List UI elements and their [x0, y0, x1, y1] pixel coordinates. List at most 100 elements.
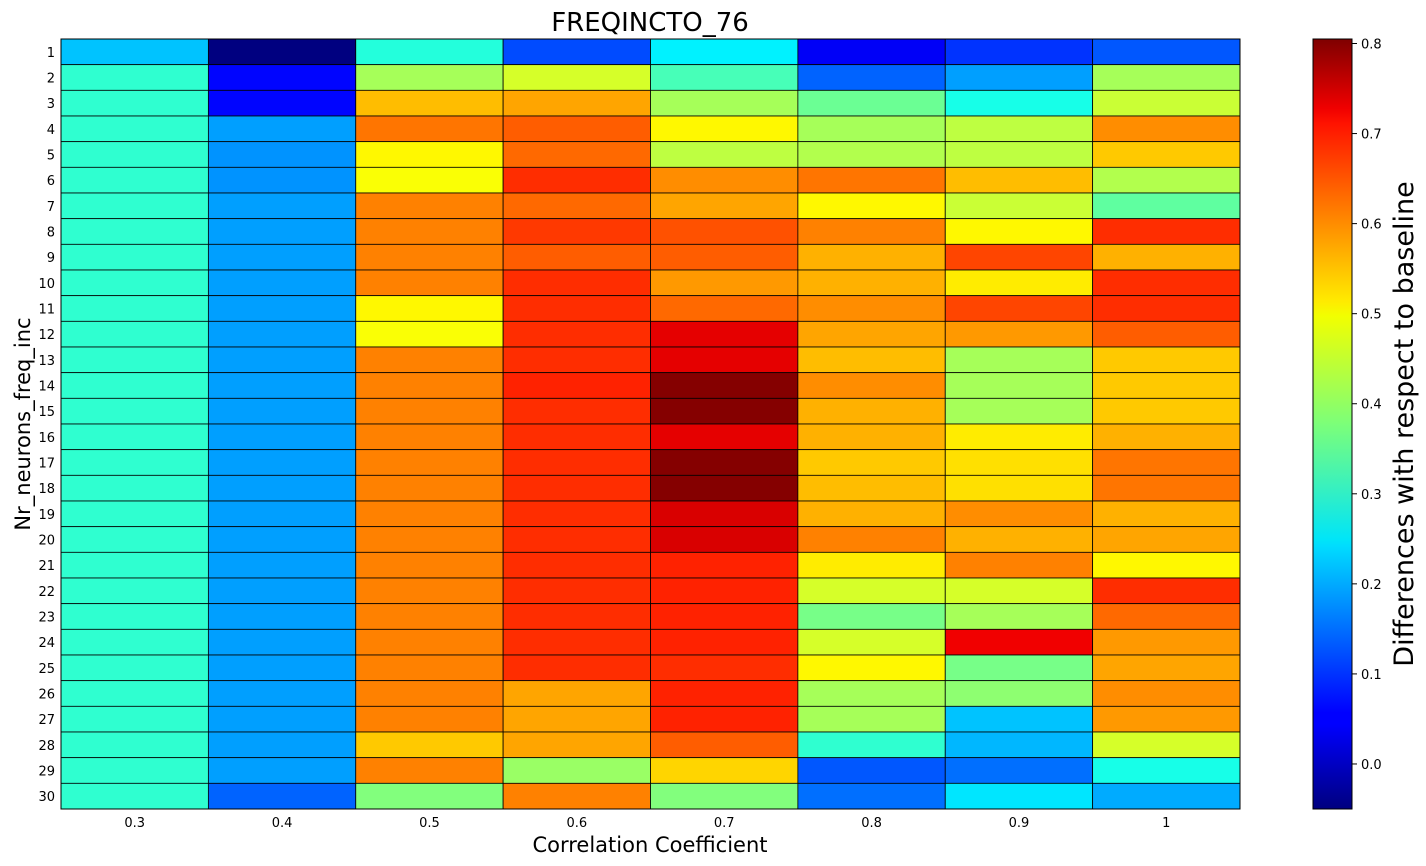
y-tick-label: 6	[47, 174, 55, 189]
heatmap-cell	[1092, 474, 1241, 502]
heatmap-cell	[797, 38, 946, 66]
heatmap-cell	[355, 705, 504, 733]
heatmap-cell	[60, 654, 209, 682]
heatmap-cell	[944, 423, 1094, 451]
heatmap-cell	[502, 243, 651, 271]
heatmap-cell	[60, 346, 209, 374]
heatmap-cell	[207, 500, 357, 528]
heatmap-cell	[355, 89, 504, 117]
heatmap-cell	[355, 269, 504, 297]
heatmap-cell	[60, 500, 209, 528]
heatmap-cell	[650, 320, 799, 348]
heatmap-cell	[207, 141, 357, 168]
heatmap-cell	[797, 372, 946, 399]
heatmap-cell	[797, 449, 946, 476]
x-tick-label: 0.7	[714, 816, 735, 831]
heatmap-cell	[355, 38, 504, 66]
y-tick-label: 16	[38, 431, 55, 446]
heatmap-cell	[60, 474, 209, 502]
heatmap-cell	[502, 372, 651, 399]
heatmap-cell	[355, 346, 504, 374]
heatmap-cell	[355, 192, 504, 220]
heatmap-cell	[60, 372, 209, 399]
heatmap-cell	[797, 474, 946, 502]
heatmap-cell	[355, 218, 504, 245]
heatmap-cell	[650, 628, 799, 656]
heatmap-cell	[650, 218, 799, 245]
heatmap-cell	[60, 218, 209, 245]
heatmap-cell	[355, 782, 504, 810]
x-tick-labels: 0.3 0.4 0.5 0.6 0.7 0.8 0.9 1	[124, 816, 1170, 831]
heatmap-cell	[650, 526, 799, 553]
heatmap-cell	[1092, 577, 1241, 605]
heatmap-cell	[502, 526, 651, 553]
heatmap-cell	[944, 372, 1094, 399]
y-tick-label: 8	[47, 226, 55, 241]
y-tick-label: 22	[38, 585, 55, 600]
heatmap-cell	[1092, 38, 1241, 66]
heatmap-cell	[650, 115, 799, 143]
x-tick-label: 1	[1162, 816, 1170, 831]
heatmap-cell	[502, 218, 651, 245]
heatmap-cell	[60, 192, 209, 220]
y-tick-label: 28	[38, 739, 55, 754]
heatmap-cell	[355, 64, 504, 91]
heatmap-cell	[60, 680, 209, 707]
heatmap-cell	[502, 603, 651, 630]
heatmap-cell	[207, 346, 357, 374]
heatmap-cell	[1092, 423, 1241, 451]
heatmap-cell	[944, 115, 1094, 143]
heatmap-cell	[1092, 757, 1241, 784]
heatmap-cell	[944, 654, 1094, 682]
heatmap-cell	[650, 551, 799, 579]
heatmap-cell	[502, 115, 651, 143]
heatmap-cell	[502, 680, 651, 707]
heatmap-cell	[1092, 372, 1241, 399]
y-tick-label: 3	[47, 97, 55, 112]
heatmap-cell	[1092, 295, 1241, 322]
heatmap-cell	[355, 243, 504, 271]
heatmap-cell	[1092, 500, 1241, 528]
heatmap-cell	[650, 166, 799, 194]
heatmap-cell	[797, 423, 946, 451]
heatmap-cell	[207, 680, 357, 707]
heatmap-cell	[502, 295, 651, 322]
y-axis-label: Nr_neurons_freq_inc	[11, 317, 36, 530]
x-tick-label: 0.6	[566, 816, 587, 831]
heatmap-cell	[1092, 269, 1241, 297]
heatmap-cell	[60, 551, 209, 579]
heatmap-cell	[207, 295, 357, 322]
heatmap-cell	[650, 449, 799, 476]
heatmap-cell	[1092, 680, 1241, 707]
heatmap-cell	[797, 269, 946, 297]
heatmap-cell	[207, 603, 357, 630]
heatmap-cell	[797, 551, 946, 579]
heatmap-cell	[502, 449, 651, 476]
heatmap-cell	[207, 372, 357, 399]
heatmap-cell	[60, 577, 209, 605]
heatmap-cell	[944, 500, 1094, 528]
heatmap-cell	[797, 243, 946, 271]
y-tick-label: 14	[38, 380, 55, 395]
heatmap-cell	[355, 449, 504, 476]
colorbar-tick-label: 0.3	[1361, 488, 1382, 503]
heatmap-cell	[944, 782, 1094, 810]
x-tick-label: 0.9	[1009, 816, 1030, 831]
y-tick-label: 19	[38, 508, 55, 523]
heatmap-cell	[502, 705, 651, 733]
heatmap-cell	[797, 628, 946, 656]
heatmap-cell	[944, 731, 1094, 759]
colorbar-tick-label: 0.7	[1361, 128, 1382, 143]
y-tick-label: 25	[38, 662, 55, 677]
heatmap-cell	[1092, 526, 1241, 553]
heatmap-cell	[944, 295, 1094, 322]
heatmap-cell	[60, 38, 209, 66]
y-tick-label: 17	[38, 457, 55, 472]
heatmap-cell	[944, 474, 1094, 502]
heatmap-cell	[1092, 192, 1241, 220]
heatmap-cell	[502, 141, 651, 168]
heatmap-cell	[502, 782, 651, 810]
heatmap-cell	[355, 295, 504, 322]
heatmap-cell	[797, 731, 946, 759]
